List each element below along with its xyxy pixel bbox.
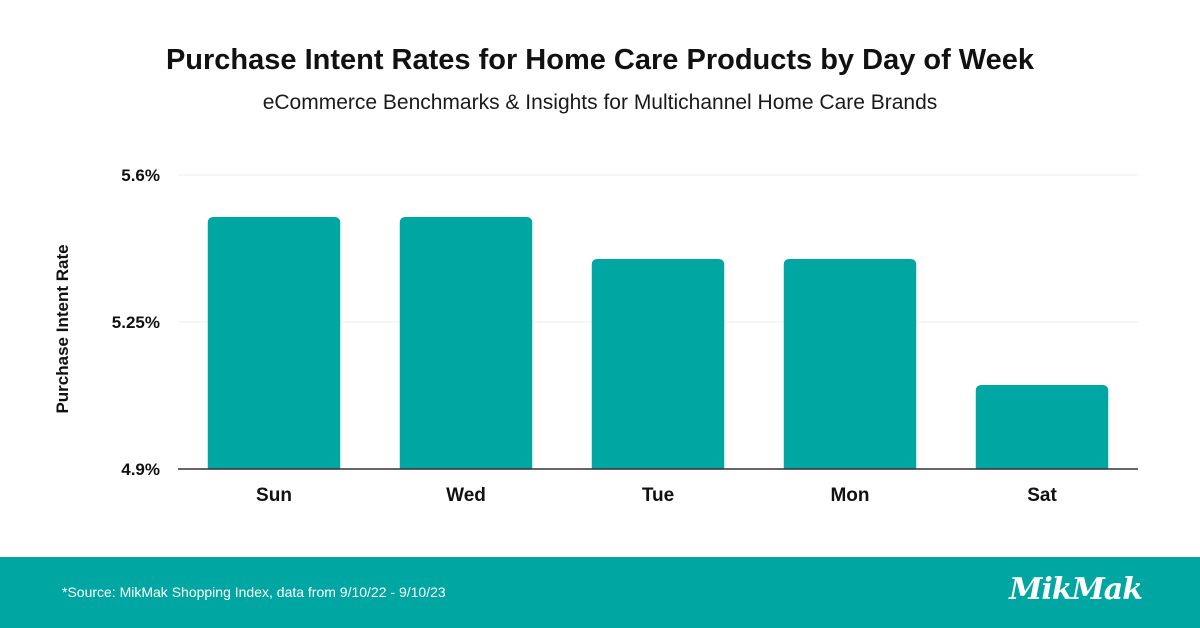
y-tick-label: 5.6% <box>121 166 160 185</box>
y-axis-label: Purchase Intent Rate <box>53 244 72 413</box>
bar-tue <box>591 259 725 469</box>
mikmak-logo: MikMak <box>1009 572 1143 607</box>
x-tick-label: Tue <box>642 485 674 506</box>
chart-subtitle: eCommerce Benchmarks & Insights for Mult… <box>262 91 938 114</box>
bar-chart: 4.9% 5.25% 5.6% Sun Wed Tue Mon Sat Purchase I… <box>53 166 1138 506</box>
bars <box>207 217 1109 469</box>
source-note: *Source: MikMak Shopping Index, data fro… <box>62 584 446 600</box>
y-tick-labels: 4.9% 5.25% 5.6% <box>112 166 160 479</box>
bar-sat <box>975 385 1109 469</box>
bar-wed <box>399 217 533 469</box>
x-tick-label: Sat <box>1027 485 1057 506</box>
y-tick-label: 4.9% <box>121 460 160 479</box>
x-tick-label: Sun <box>256 485 292 506</box>
x-tick-labels: Sun Wed Tue Mon Sat <box>256 485 1057 506</box>
chart-title: Purchase Intent Rates for Home Care Prod… <box>165 44 1035 76</box>
footer-band: *Source: MikMak Shopping Index, data fro… <box>0 557 1200 628</box>
x-tick-label: Mon <box>830 485 869 506</box>
bar-sun <box>207 217 341 469</box>
bar-mon <box>783 259 917 469</box>
y-tick-label: 5.25% <box>112 313 160 332</box>
x-tick-label: Wed <box>446 485 486 506</box>
